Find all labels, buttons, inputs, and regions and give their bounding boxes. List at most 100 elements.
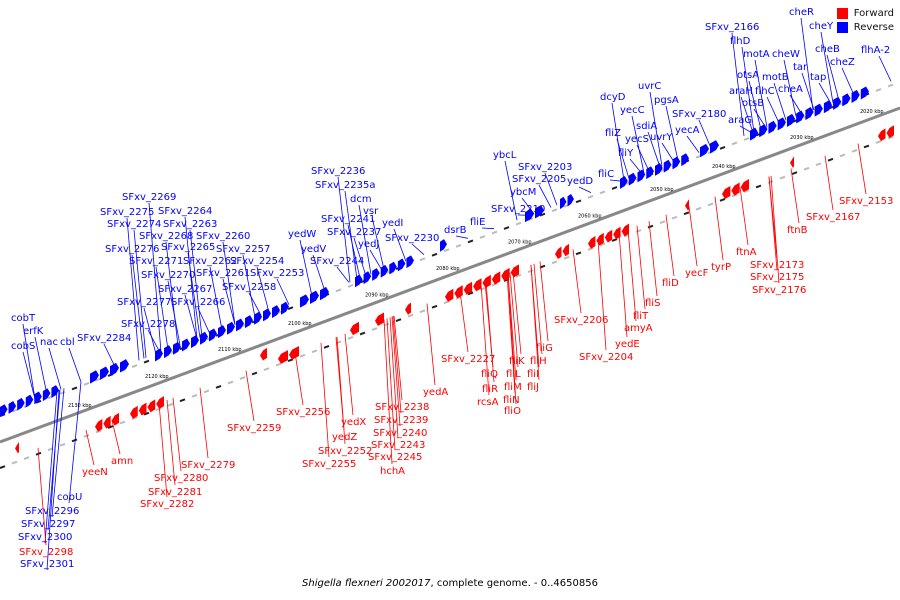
- forward-gene-arrow: [878, 128, 886, 142]
- strand-dash: [551, 260, 558, 265]
- reverse-gene-label-chea: cheA: [778, 84, 803, 95]
- reverse-gene-leader: [148, 202, 162, 353]
- reverse-gene-arrow: [245, 315, 253, 329]
- reverse-gene-label-otsb: otsB: [742, 98, 764, 109]
- forward-gene-arrow: [621, 223, 629, 237]
- genome-backbone: [0, 106, 900, 444]
- reverse-gene-arrow: [372, 268, 380, 281]
- reverse-gene-leader: [741, 46, 755, 133]
- reverse-gene-leader: [731, 32, 745, 136]
- reverse-gene-arrow: [300, 294, 309, 308]
- forward-gene-leader: [857, 143, 867, 195]
- reverse-gene-label-yedv: yedV: [301, 244, 326, 255]
- reverse-gene-arrow: [440, 239, 447, 252]
- reverse-gene-leader: [184, 216, 198, 339]
- forward-gene-label-sfxv-2252: SFxv_2252: [318, 446, 372, 457]
- strand-dash: [587, 194, 594, 199]
- reverse-gene-leader: [826, 54, 840, 101]
- reverse-gene-label-pgsa: pgsA: [654, 95, 679, 106]
- forward-gene-arrow: [482, 274, 491, 288]
- forward-gene-arrow: [103, 415, 111, 429]
- strand-dash: [887, 83, 894, 88]
- forward-gene-leader: [824, 155, 834, 211]
- strand-dash: [431, 304, 438, 309]
- forward-gene-label-yedz: yedZ: [332, 432, 357, 443]
- reverse-gene-label-sfxv-2270: SFxv_2270: [141, 270, 195, 281]
- reverse-gene-leader: [754, 59, 768, 128]
- strand-dash: [407, 313, 414, 318]
- reverse-gene-leader: [748, 80, 762, 130]
- forward-gene-arrow: [886, 125, 894, 139]
- reverse-gene-arrow: [236, 318, 244, 332]
- forward-gene-arrow: [596, 232, 604, 246]
- forward-gene-leader: [166, 399, 176, 486]
- reverse-gene-label-dcm: dcm: [350, 194, 372, 205]
- strand-dash: [11, 408, 18, 413]
- forward-gene-leader: [688, 206, 698, 267]
- reverse-gene-arrow: [164, 345, 172, 359]
- forward-gene-label-flih: fliH: [530, 356, 547, 367]
- strand-dash: [0, 465, 6, 469]
- reverse-gene-arrow: [310, 290, 319, 304]
- reverse-gene-leader: [276, 278, 290, 305]
- strand-dash: [707, 202, 714, 207]
- tick-label: 2040 kbp: [712, 164, 736, 170]
- reverse-gene-arrow: [272, 305, 280, 319]
- forward-gene-arrow: [454, 285, 463, 299]
- reverse-gene-label-sfxv-2241: SFxv_2241: [321, 214, 375, 225]
- tick-label: 2080 kbp: [436, 266, 460, 272]
- reverse-gene-leader: [393, 228, 407, 262]
- forward-gene-leader: [320, 342, 330, 458]
- reverse-gene-label-yedi: yedI: [382, 218, 403, 229]
- reverse-gene-label-sfxv-2297: SFxv_2297: [21, 519, 75, 530]
- tick-label: 2120 kbp: [145, 374, 169, 380]
- forward-gene-leader: [739, 187, 749, 246]
- reverse-gene-leader: [336, 266, 350, 283]
- reverse-gene-leader: [189, 229, 203, 338]
- reverse-gene-arrow: [700, 143, 709, 158]
- reverse-gene-label-sfxv-2275: SFxv_2275: [100, 207, 154, 218]
- reverse-gene-arrow: [218, 325, 226, 339]
- strand-dash: [875, 88, 882, 92]
- forward-gene-leader: [158, 402, 168, 498]
- reverse-gene-label-sfxv-2236: SFxv_2236: [311, 166, 365, 177]
- legend: Forward Reverse: [836, 8, 894, 36]
- reverse-gene-leader: [347, 224, 361, 279]
- forward-gene-label-yeda: yedA: [423, 387, 448, 398]
- strand-dash: [83, 434, 90, 438]
- gene-arrows: [0, 86, 894, 454]
- forward-gene-arrow: [156, 396, 164, 410]
- reverse-gene-label-arah: araH: [729, 86, 753, 97]
- forward-gene-leader: [199, 387, 209, 459]
- reverse-gene-label-yedj: yedJ: [358, 239, 379, 250]
- reverse-gene-label-vsr: vsr: [363, 206, 379, 217]
- reverse-gene-arrow: [120, 359, 129, 373]
- forward-gene-arrow: [555, 246, 562, 260]
- tick-label: 2100 kbp: [288, 321, 312, 327]
- strand-dash: [767, 180, 774, 184]
- forward-gene-label-yedx: yedX: [341, 417, 366, 428]
- forward-gene-leader: [665, 214, 675, 277]
- reverse-gene-leader: [22, 351, 36, 400]
- strand-dash: [455, 243, 462, 248]
- reverse-gene-arrow: [663, 159, 672, 173]
- reverse-gene-label-sfxv-2268: SFxv_2268: [139, 231, 193, 242]
- forward-gene-arrow: [731, 182, 740, 196]
- forward-gene-leader: [389, 317, 399, 439]
- strand-dash: [323, 344, 330, 349]
- forward-gene-label-flik: fliK: [509, 356, 525, 367]
- forward-gene-label-sfxv-2245: SFxv_2245: [368, 452, 422, 463]
- reverse-gene-label-uvrc: uvrC: [638, 81, 661, 92]
- reverse-gene-label-sdia: sdiA: [636, 121, 657, 132]
- reverse-gene-label-tap: tap: [810, 72, 826, 83]
- strand-dash: [479, 287, 486, 291]
- strand-dash: [299, 353, 306, 358]
- reverse-gene-label-chew: cheW: [772, 49, 800, 60]
- reverse-gene-label-sfxv-2296: SFxv_2296: [25, 506, 79, 517]
- reverse-gene-label-otsa: otsA: [737, 70, 759, 81]
- reverse-gene-leader: [44, 390, 58, 544]
- forward-gene-label-flil: fliL: [506, 369, 521, 380]
- strand-dash: [743, 137, 750, 141]
- forward-gene-leader: [383, 319, 393, 465]
- forward-gene-leader: [386, 318, 396, 451]
